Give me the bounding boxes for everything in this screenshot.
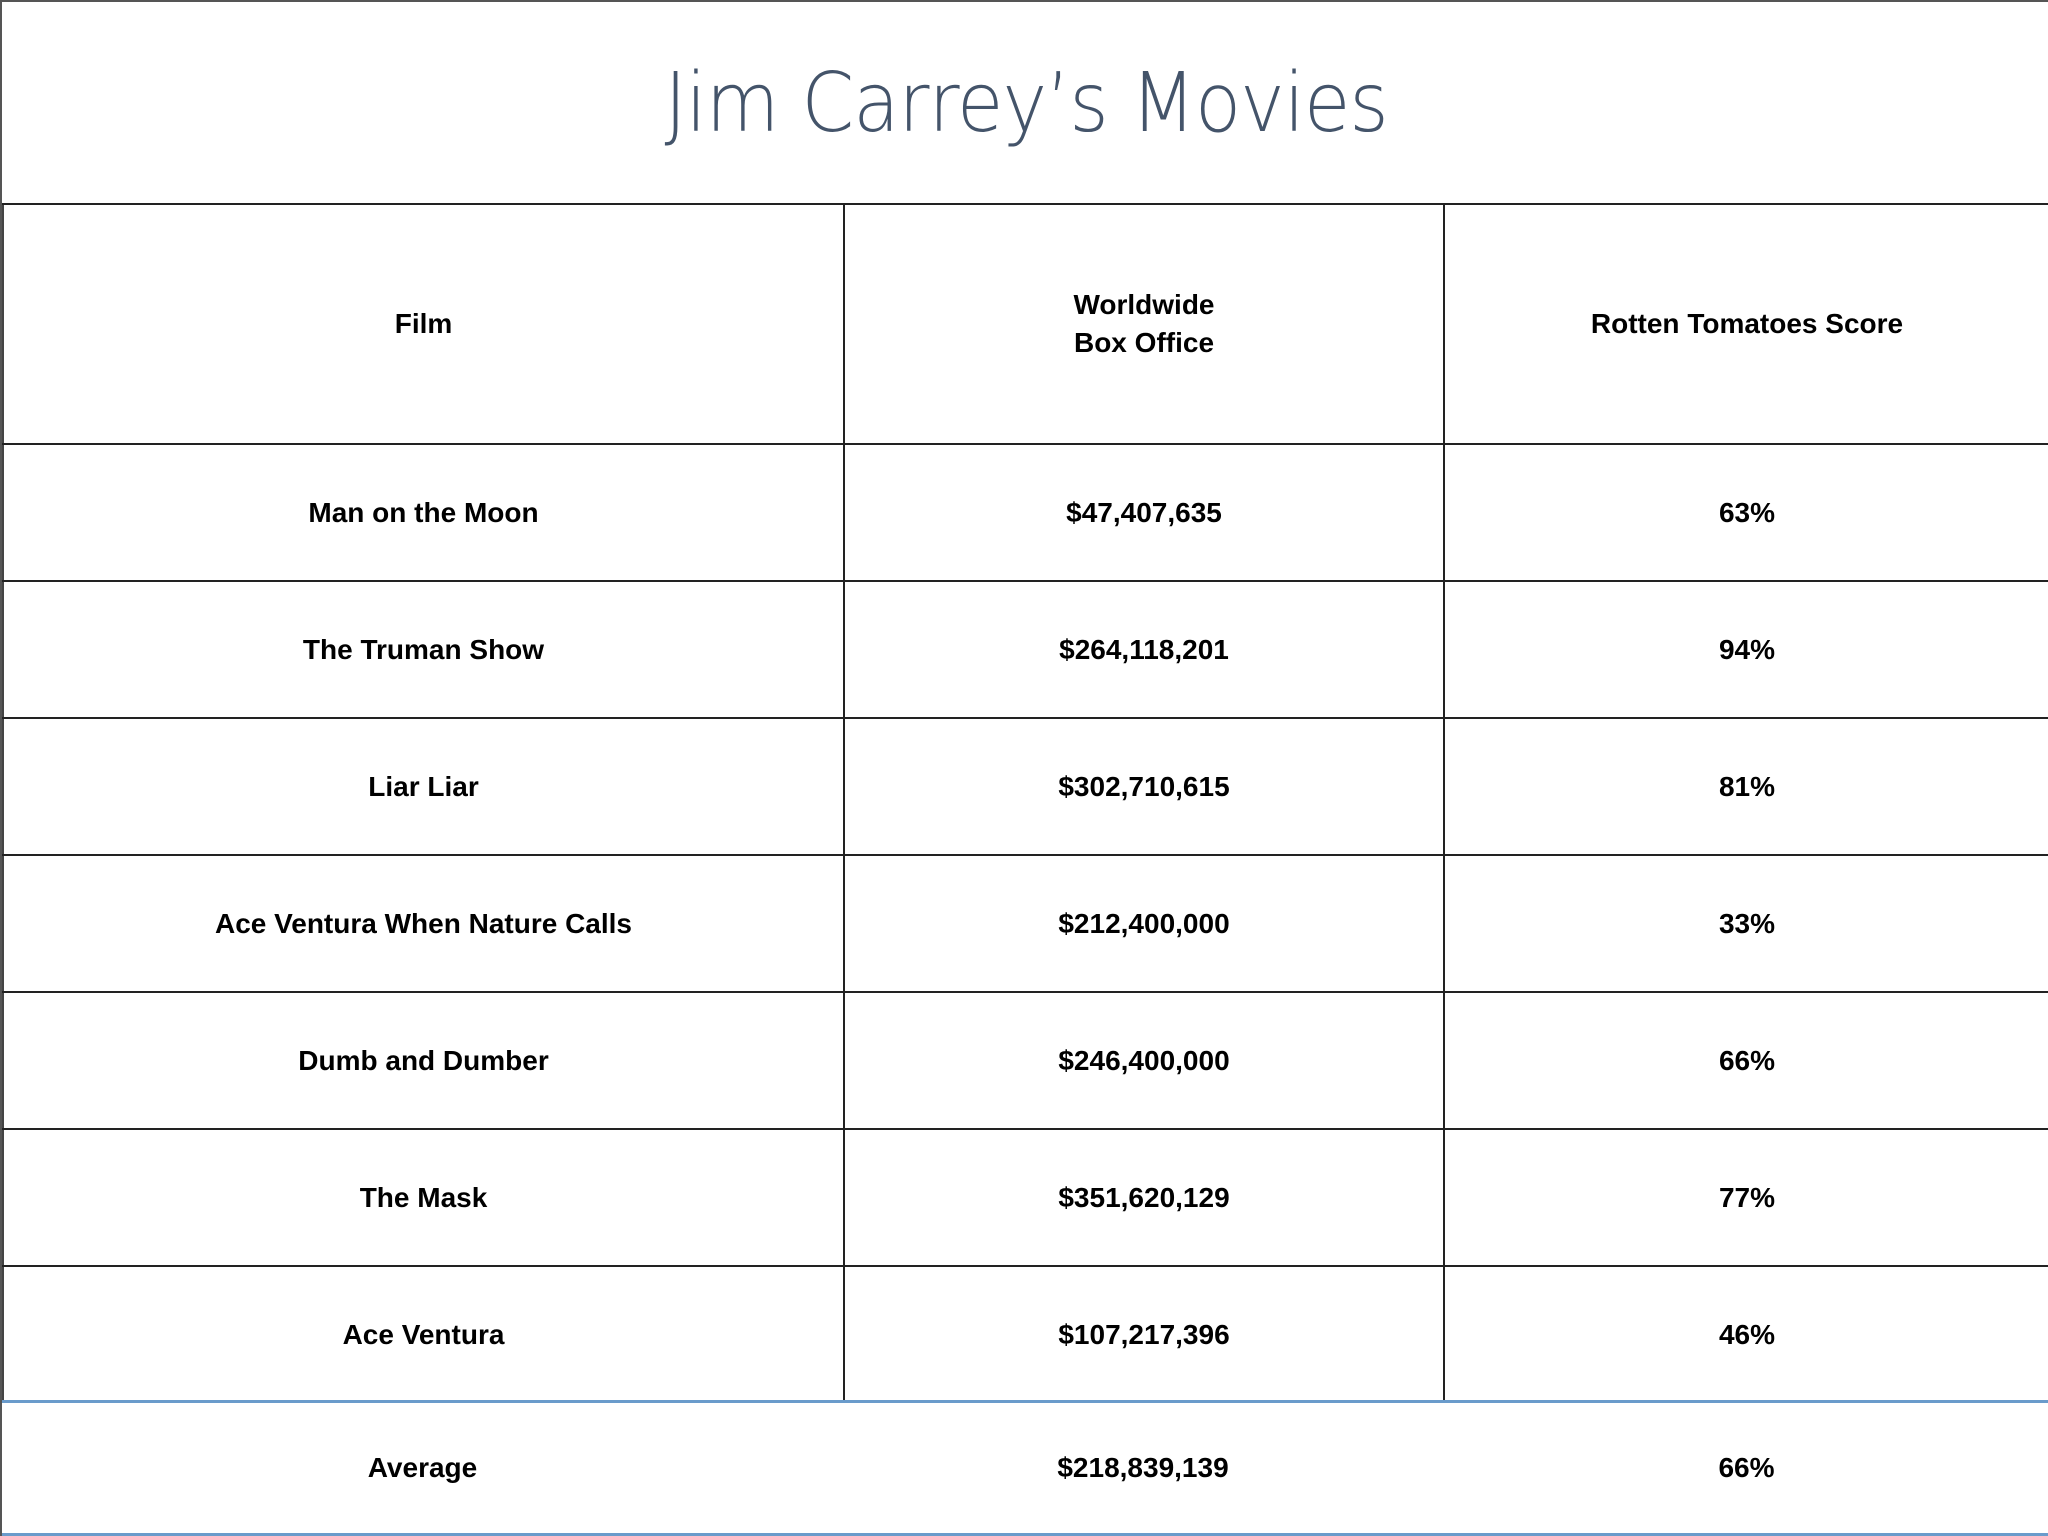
cell-box-office: $246,400,000 [843,991,1445,1130]
cell-film: Dumb and Dumber [2,991,845,1130]
summary-rt-score: 66% [1718,1452,1775,1483]
cell-box-office: $351,620,129 [843,1128,1445,1267]
table-row: The Truman Show $264,118,201 94% [2,580,2048,719]
cell-rt-score: 81% [1443,717,2048,856]
header-film: Film [2,203,845,445]
cell-film: The Truman Show [2,580,845,719]
header-box-office-line1: Worldwide [1073,289,1215,320]
table-row: The Mask $351,620,129 77% [2,1128,2048,1267]
page-title: Jim Carrey’s Movies [2,2,2048,204]
cell-film: The Mask [2,1128,845,1267]
summary-label: Average [367,1452,478,1483]
cell-film: Ace Ventura [2,1265,845,1404]
cell-box-office: $302,710,615 [843,717,1445,856]
table-row: Liar Liar $302,710,615 81% [2,717,2048,856]
summary-row: Average $218,839,139 66% [2,1400,2048,1536]
table-header-row: Film Worldwide Box Office Rotten Tomatoe… [2,203,2048,445]
cell-film: Ace Ventura When Nature Calls [2,854,845,993]
summary-box-office: $218,839,139 [1057,1452,1229,1483]
header-box-office: Worldwide Box Office [843,203,1445,445]
cell-box-office: $107,217,396 [843,1265,1445,1404]
cell-rt-score: 46% [1443,1265,2048,1404]
cell-rt-score: 63% [1443,443,2048,582]
page-title-text: Jim Carrey’s Movies [664,55,1388,151]
table-row: Ace Ventura When Nature Calls $212,400,0… [2,854,2048,993]
movies-table: Film Worldwide Box Office Rotten Tomatoe… [2,203,2048,1404]
cell-rt-score: 33% [1443,854,2048,993]
cell-film: Man on the Moon [2,443,845,582]
cell-rt-score: 66% [1443,991,2048,1130]
cell-rt-score: 77% [1443,1128,2048,1267]
cell-box-office: $212,400,000 [843,854,1445,993]
table-row: Dumb and Dumber $246,400,000 66% [2,991,2048,1130]
cell-rt-score: 94% [1443,580,2048,719]
header-box-office-line2: Box Office [1073,327,1215,358]
table-row: Ace Ventura $107,217,396 46% [2,1265,2048,1404]
table-row: Man on the Moon $47,407,635 63% [2,443,2048,582]
header-rt-score: Rotten Tomatoes Score [1443,203,2048,445]
cell-box-office: $264,118,201 [843,580,1445,719]
cell-box-office: $47,407,635 [843,443,1445,582]
cell-film: Liar Liar [2,717,845,856]
